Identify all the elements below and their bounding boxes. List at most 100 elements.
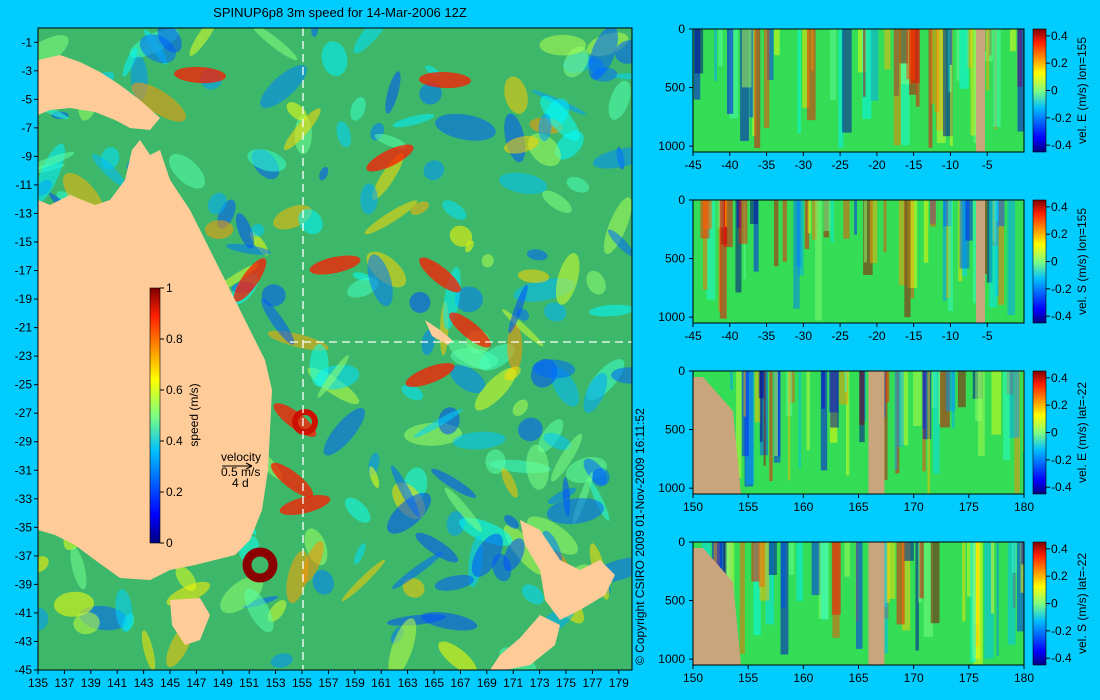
map-eddy (442, 200, 467, 220)
map-jet-feature (366, 144, 414, 172)
map-y-tick-label: -1 (21, 35, 32, 49)
section-streak (743, 371, 746, 417)
map-eddy (226, 243, 271, 255)
section-streak (1010, 29, 1016, 52)
section-streak (991, 371, 1002, 435)
section-x-tick-label: -5 (982, 158, 993, 172)
section-streak (735, 200, 742, 293)
section-x-tick-label: 175 (959, 500, 979, 514)
map-eddy (415, 532, 459, 563)
section-field (693, 29, 1024, 152)
map-eddy (286, 102, 307, 121)
section-streak (859, 371, 865, 425)
map-eddy (566, 176, 590, 193)
map-x-tick-label: 177 (582, 676, 602, 690)
section-field (693, 542, 1024, 665)
section-land (693, 548, 741, 665)
map-x-tick-label: 163 (398, 676, 418, 690)
section-land (976, 200, 986, 323)
section-streak (996, 200, 1005, 227)
section-streak (719, 200, 727, 319)
section-streak (904, 542, 914, 561)
section-streak (717, 542, 723, 579)
map-x-tick-label: 135 (28, 676, 48, 690)
velocity-legend-speed: 0.5 m/s (221, 465, 260, 479)
map-eddy (551, 433, 583, 482)
map-eddy (589, 480, 610, 522)
map-x-tick-label: 171 (503, 676, 523, 690)
map-x-tick-label: 151 (239, 676, 259, 690)
section-x-tick-label: -35 (758, 329, 776, 343)
map-x-tick-label: 157 (318, 676, 338, 690)
map-eddy (38, 35, 69, 75)
map-eddy (542, 190, 572, 213)
section-x-tick-label: 160 (793, 671, 813, 685)
map-y-tick-label: -3 (21, 64, 32, 78)
map-eddy (261, 298, 295, 345)
section-colorbar-tick-label: 0.4 (1051, 200, 1068, 214)
map-eddy (38, 607, 49, 631)
section-x-tick-label: -30 (795, 158, 813, 172)
section-colorbar-tick-label: -0.4 (1051, 309, 1072, 323)
map-eddy (583, 372, 608, 413)
section-colorbar-tick-label: 0.2 (1051, 569, 1068, 583)
map-eddy (413, 408, 463, 438)
section-streak (949, 29, 952, 65)
map-eddy (526, 249, 548, 261)
map-colorbar-tick-label: 0.4 (166, 434, 183, 448)
section-streak (923, 200, 929, 263)
section-streak (945, 371, 956, 412)
map-y-tick-label: -31 (15, 463, 33, 477)
map-y-tick-label: -5 (21, 92, 32, 106)
section-x-tick-label: 150 (683, 671, 703, 685)
map-eddy (402, 578, 425, 598)
section-y-tick-label: 1000 (658, 139, 685, 153)
map-eddy (446, 510, 466, 536)
map-eddy (353, 28, 394, 54)
section-streak (869, 200, 878, 264)
section-panels: -45 -40 -35 -30 -25 -20 -15 -10 -5 0 500 1000 0.4 0.2… (658, 22, 1089, 685)
map-eddy (434, 574, 475, 591)
section-colorbar-tick-label: -0.2 (1051, 624, 1072, 638)
section-streak (966, 542, 972, 597)
figure-title: SPINUP6p8 3m speed for 14-Mar-2006 12Z (213, 5, 467, 20)
map-jet-feature (419, 257, 461, 293)
section-streak (782, 200, 787, 262)
map-x-axis: 135 137 139 141 143 145 147 149 151 153 155 157 159 1… (28, 670, 629, 690)
section-x-tick-label: 150 (683, 500, 703, 514)
section-streak (754, 29, 761, 149)
section-streak (923, 542, 934, 637)
section-field (693, 371, 1024, 494)
section-colorbar-tick-label: 0.4 (1051, 29, 1068, 43)
section-streak (907, 200, 918, 288)
section-streak (714, 29, 717, 81)
section-streak (763, 29, 770, 128)
section-streak (769, 371, 773, 482)
map-eddy (421, 612, 478, 631)
map-eddy (607, 229, 632, 257)
section-streak (970, 542, 976, 663)
map-colorbar-gradient (149, 287, 161, 544)
section-land (868, 371, 885, 494)
map-eddy (235, 213, 255, 249)
map-eddy (450, 364, 486, 394)
map-jet-feature (419, 71, 471, 89)
map-eddy (364, 200, 418, 235)
map-eddy (471, 533, 503, 577)
section-streak (930, 29, 935, 104)
section-y-tick-label: 0 (678, 535, 685, 549)
section-streak (965, 200, 973, 241)
section-streak (823, 200, 831, 232)
section-y-tick-label: 500 (665, 594, 685, 608)
section-colorbar-tick-label: 0.2 (1051, 56, 1068, 70)
section-streak (930, 200, 936, 227)
map-jet-feature (309, 255, 361, 275)
section-streak (893, 29, 901, 146)
section-streak (811, 542, 821, 596)
map-eddy (419, 82, 442, 105)
map-eddy (321, 41, 348, 76)
section-streak (928, 29, 933, 148)
section-streak (774, 371, 779, 457)
section-streak (934, 29, 939, 113)
section-streak (863, 200, 873, 275)
